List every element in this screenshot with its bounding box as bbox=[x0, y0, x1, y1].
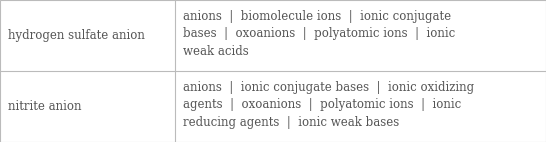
Text: anions  |  ionic conjugate bases  |  ionic oxidizing
agents  |  oxoanions  |  po: anions | ionic conjugate bases | ionic o… bbox=[183, 81, 474, 129]
Text: hydrogen sulfate anion: hydrogen sulfate anion bbox=[8, 29, 145, 42]
Text: anions  |  biomolecule ions  |  ionic conjugate
bases  |  oxoanions  |  polyatom: anions | biomolecule ions | ionic conjug… bbox=[183, 10, 455, 58]
Text: nitrite anion: nitrite anion bbox=[8, 100, 82, 113]
